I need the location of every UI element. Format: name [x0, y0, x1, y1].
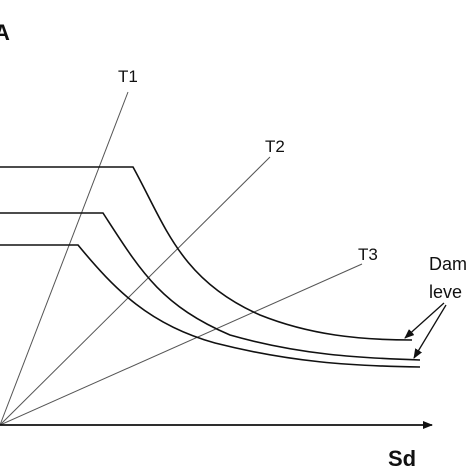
- spectrum-curve-middle: [0, 212, 421, 361]
- period-line-t2: [0, 156, 271, 426]
- spectrum-curve-lower: [0, 244, 421, 368]
- y-axis-label: A: [0, 20, 10, 45]
- period-label-t1: T1: [118, 67, 138, 86]
- period-line-t3: [0, 263, 363, 426]
- annotation-arrow-2: [413, 304, 447, 359]
- period-label-t3: T3: [358, 245, 378, 264]
- annotation-text-line-1: Dam: [429, 254, 467, 274]
- x-axis-label: Sd: [388, 446, 416, 471]
- period-line-t1: [0, 91, 129, 426]
- period-label-t2: T2: [265, 137, 285, 156]
- annotation-text-line-2: leve: [429, 282, 462, 302]
- annotation-arrow-1: [404, 302, 445, 339]
- spectrum-curve-upper: [0, 166, 413, 341]
